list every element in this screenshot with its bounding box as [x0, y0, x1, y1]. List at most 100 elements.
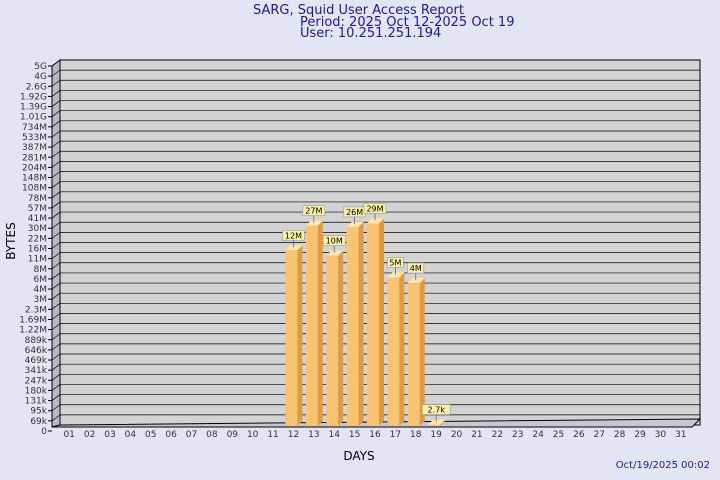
- bar-top-14: [326, 250, 344, 256]
- x-tick-label: 31: [675, 430, 686, 440]
- y-tick-label: 8M: [34, 265, 48, 275]
- y-tick-label: 78M: [28, 194, 47, 204]
- bar-top-19: [428, 419, 446, 425]
- y-axis-label: BYTES: [4, 222, 18, 259]
- y-tick-label: 1.22M: [19, 326, 47, 336]
- grid-line-depth: [51, 333, 61, 341]
- grid-line-depth: [51, 69, 61, 77]
- bar-13: [305, 225, 318, 426]
- y-tick-label: 2.6G: [26, 82, 47, 92]
- grid-line-depth: [51, 191, 61, 199]
- bar-top-12: [285, 245, 303, 251]
- label-box-13: [302, 205, 326, 216]
- bar-side-17: [399, 272, 405, 426]
- y-tick-label: 11M: [28, 255, 47, 265]
- grid-line-depth: [51, 242, 61, 249]
- x-tick-label: 28: [614, 430, 626, 440]
- y-tick-label: 69k: [30, 417, 47, 427]
- grid-line-depth: [51, 313, 61, 320]
- grid-line-depth: [51, 221, 61, 229]
- label-box-19: [421, 404, 451, 415]
- bar-side-12: [297, 245, 303, 426]
- grid-line-depth: [51, 374, 61, 381]
- grid-line-depth: [51, 211, 61, 219]
- x-tick-label: 29: [634, 430, 646, 440]
- y-tick-label: 6M: [34, 275, 48, 285]
- x-tick-label: 14: [328, 430, 340, 440]
- bar-side-13: [317, 220, 323, 426]
- y-tick-label: 2.3M: [25, 305, 47, 315]
- x-tick-label: 13: [308, 430, 319, 440]
- label-box-17: [387, 257, 404, 268]
- y-tick-label: 4G: [34, 72, 47, 82]
- bar-18: [407, 283, 420, 426]
- data-label-17: 5M: [389, 258, 401, 267]
- x-tick-label: 22: [492, 430, 503, 440]
- x-tick-label: 01: [63, 430, 74, 440]
- bar-side-15: [358, 221, 364, 426]
- bar-15: [346, 226, 359, 426]
- y-tick-label: 95k: [30, 407, 47, 417]
- y-tick-label: 41M: [28, 214, 47, 224]
- grid-line-depth: [51, 201, 61, 209]
- y-tick-label: 22M: [28, 234, 47, 244]
- y-tick-label: 1.39G: [20, 103, 47, 113]
- grid-line-depth: [51, 110, 61, 117]
- bars: [285, 218, 446, 426]
- data-label-16: 29M: [366, 204, 383, 213]
- grid-line-depth: [51, 303, 61, 310]
- data-label-12: 12M: [285, 231, 302, 240]
- y-tick-label: 148M: [22, 174, 47, 184]
- grid-line-depth: [51, 59, 61, 67]
- bar-top-18: [407, 278, 425, 284]
- y-tick-label: 247k: [25, 376, 48, 386]
- bar-side-18: [419, 278, 425, 426]
- bar-12: [285, 250, 298, 426]
- y-tick-label: 4M: [34, 285, 48, 295]
- bar-side-19: [440, 419, 446, 426]
- x-tick-label: 27: [594, 430, 605, 440]
- y-tick-label: 16M: [28, 245, 47, 255]
- label-box-14: [322, 235, 346, 246]
- y-tick-label: 204M: [22, 163, 47, 173]
- grid-line-depth: [51, 232, 61, 239]
- x-tick-label: 26: [573, 430, 585, 440]
- bar-top-15: [346, 221, 364, 227]
- grid-line-depth: [51, 150, 61, 158]
- grid-line-depth: [51, 292, 61, 300]
- grid-line-depth: [51, 171, 61, 178]
- bar-side-14: [338, 250, 344, 426]
- x-tick-label: 09: [227, 430, 239, 440]
- data-label-13: 27M: [305, 207, 322, 216]
- y-tick-label: 469k: [25, 356, 48, 366]
- y-tick-label: 131k: [25, 397, 48, 407]
- grid-line-depth: [51, 353, 61, 361]
- grid-line-depth: [51, 100, 61, 107]
- grid-lines: [51, 59, 700, 422]
- y-tick-label: 1.69M: [19, 315, 47, 325]
- y-tick-label: 180k: [25, 386, 48, 396]
- grid-line-depth: [51, 282, 61, 290]
- x-tick-label: 30: [655, 430, 667, 440]
- x-tick-label: 19: [430, 430, 442, 440]
- grid-line-depth: [51, 384, 61, 391]
- x-tick-label: 23: [512, 430, 523, 440]
- grid-line-depth: [51, 90, 61, 97]
- y-tick-label: 1.01G: [20, 113, 47, 123]
- data-label-14: 10M: [326, 237, 343, 246]
- y-tick-label: 5G: [34, 62, 47, 72]
- y-tick-label: 57M: [28, 204, 47, 214]
- y-tick-label: 889k: [25, 336, 48, 346]
- bar-top-13: [305, 220, 323, 226]
- grid-line-depth: [51, 262, 61, 270]
- y-tick-label: 533M: [22, 133, 47, 143]
- x-tick-label: 03: [104, 430, 115, 440]
- x-tick-label: 18: [410, 430, 422, 440]
- grid-line-depth: [51, 79, 61, 87]
- y-tick-label: 1.92G: [20, 92, 47, 102]
- x-tick-label: 05: [145, 430, 156, 440]
- bar-19: [428, 424, 441, 426]
- data-label-19: 2.7k: [427, 406, 445, 415]
